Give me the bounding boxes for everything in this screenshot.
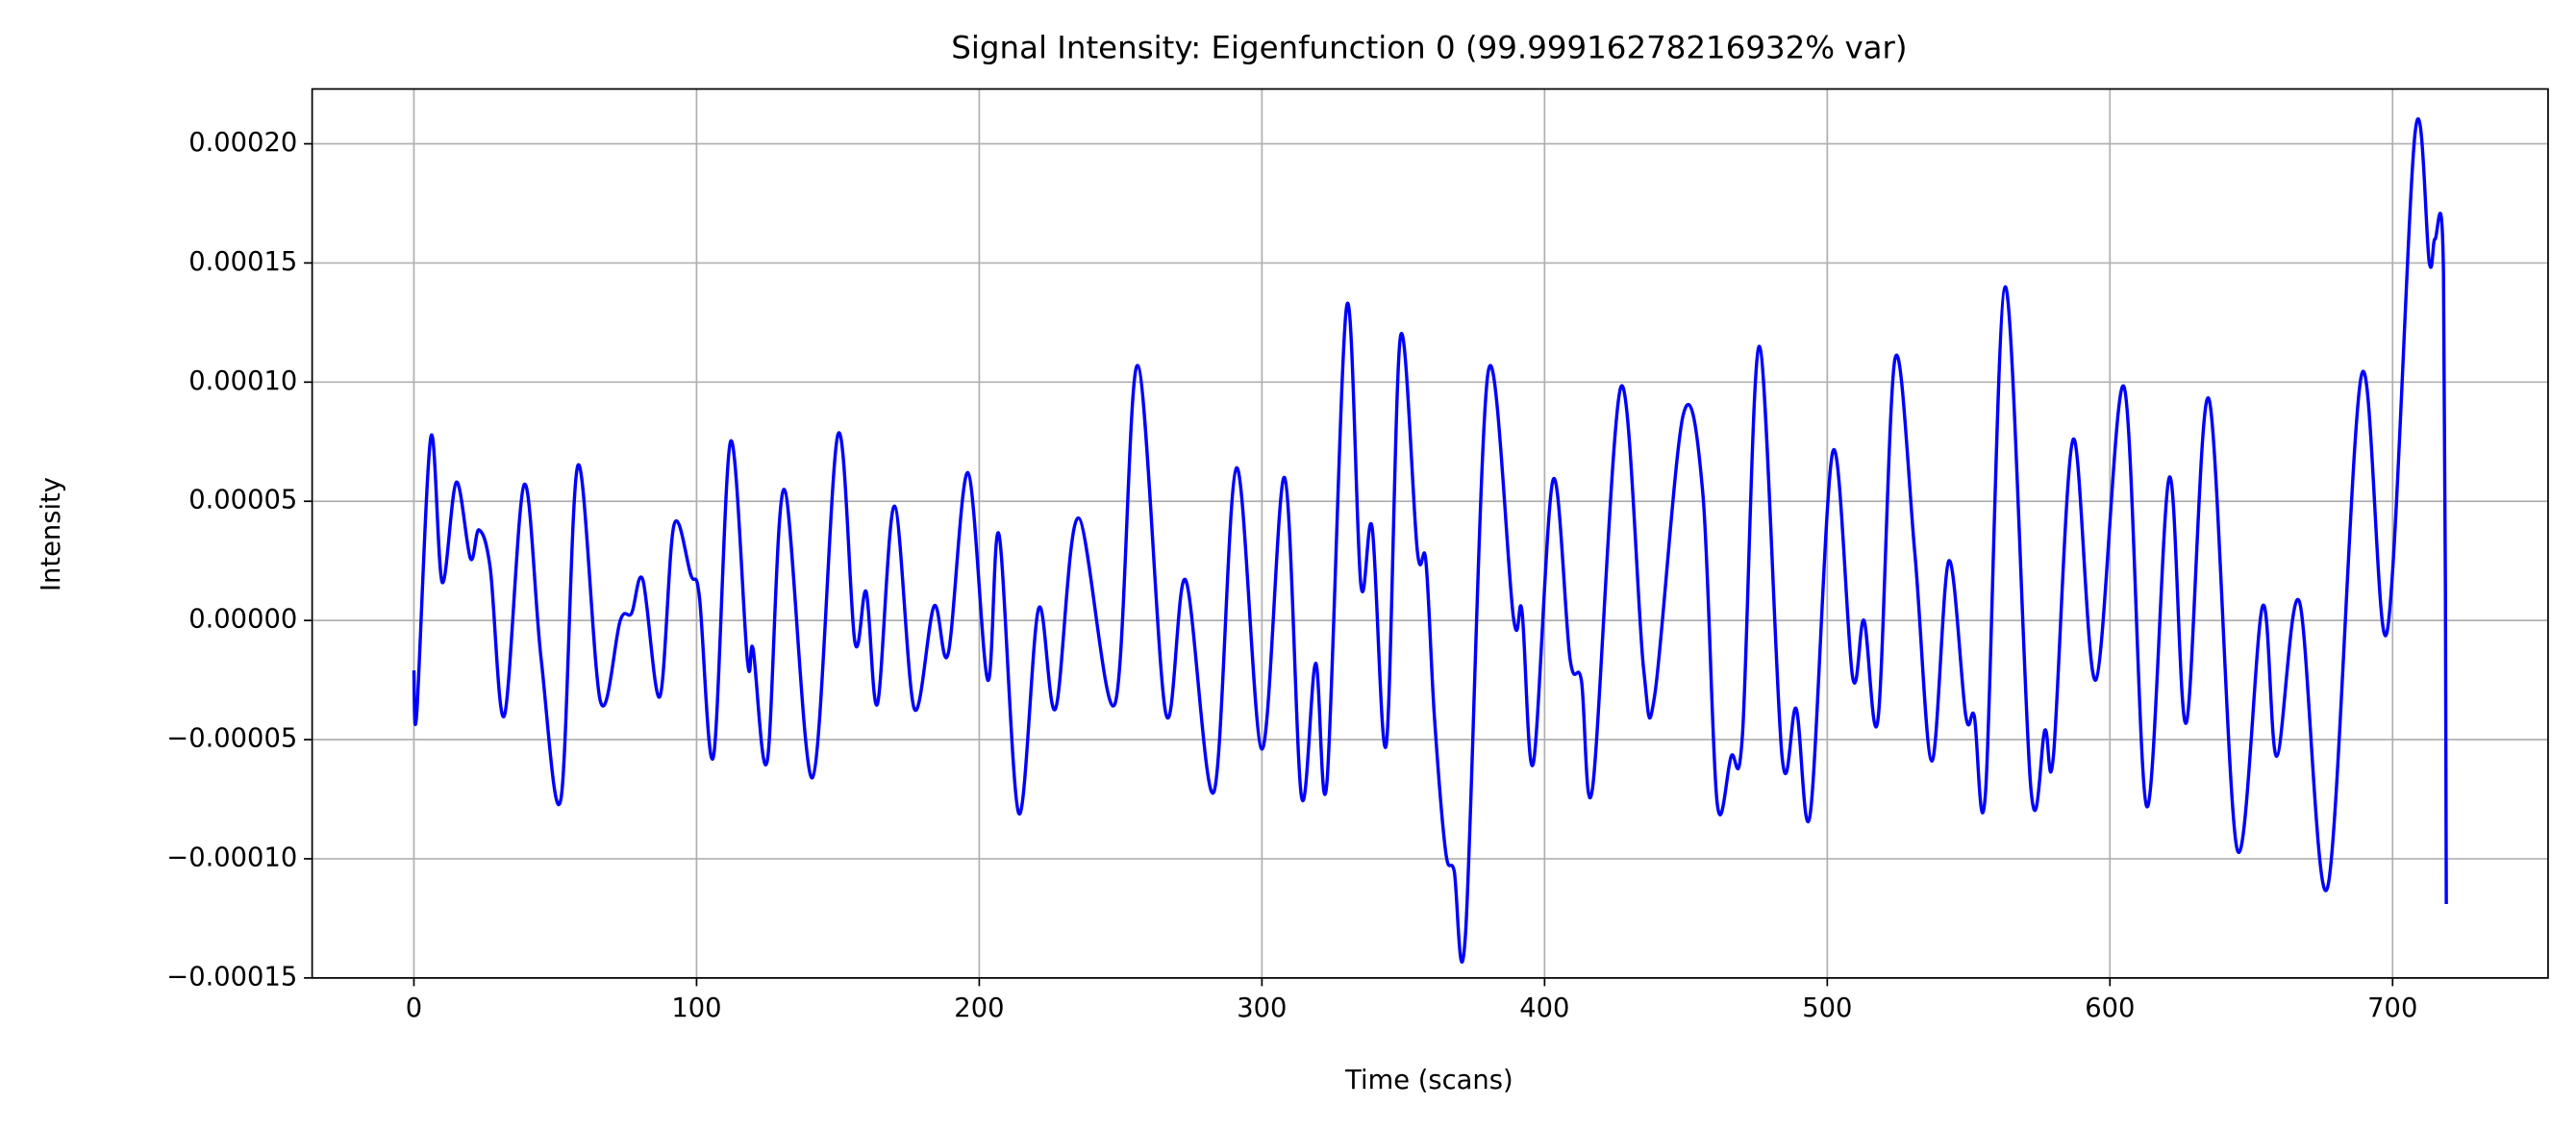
x-tick-label: 100 [671, 993, 721, 1023]
y-tick-label: −0.00015 [166, 962, 297, 992]
x-tick-label: 500 [1802, 993, 1852, 1023]
x-tick-label: 200 [954, 993, 1004, 1023]
grid: 0 100 200 300 400 500 600 700 −0.00015 −0.00010 −0… [166, 88, 2548, 1023]
x-tick-label: 0 [406, 993, 422, 1023]
chart-title: Signal Intensity: Eigenfunction 0 (99.99… [951, 30, 1907, 66]
y-tick-label: −0.00010 [166, 842, 297, 872]
y-tick-label: 0.00005 [188, 486, 297, 515]
x-tick-label: 700 [2367, 993, 2417, 1023]
y-axis-label: Intensity [37, 477, 66, 591]
plot-area [412, 117, 2448, 964]
x-tick-label: 400 [1519, 993, 1569, 1023]
y-tick-label: 0.00015 [188, 247, 297, 277]
y-tick-label: 0.00000 [188, 605, 297, 635]
y-tick-label: −0.00005 [166, 724, 297, 754]
plot-frame [311, 88, 2549, 979]
x-tick-label: 300 [1237, 993, 1287, 1023]
y-tick-label: 0.00020 [188, 128, 297, 158]
x-axis-label: Time (scans) [1344, 1066, 1513, 1095]
data-line [412, 117, 2448, 964]
x-tick-label: 600 [2085, 993, 2135, 1023]
y-tick-label: 0.00010 [188, 366, 297, 396]
